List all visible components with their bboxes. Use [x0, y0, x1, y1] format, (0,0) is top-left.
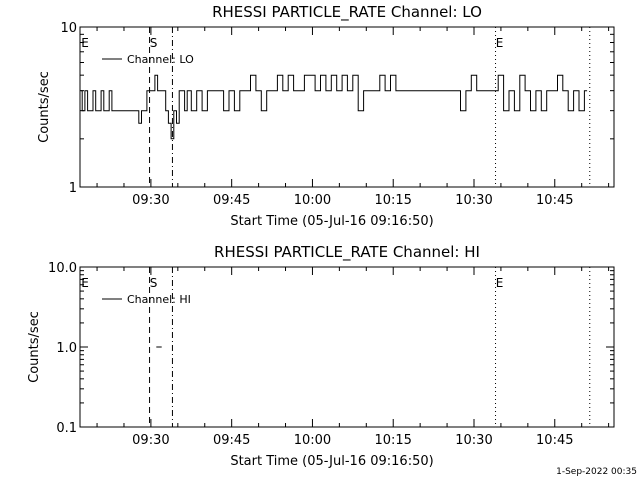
- panel2-y-tick-label: 1.0: [56, 341, 77, 356]
- panel2-y-axis-label: Counts/sec: [27, 311, 42, 383]
- panel2-x-tick-label: 10:00: [294, 433, 331, 448]
- panel2-event-label: S: [150, 276, 158, 290]
- panel1-plot-frame: [79, 26, 615, 188]
- panel1-x-tick-label: 10:00: [294, 193, 331, 208]
- panel2-x-tick-label: 10:30: [455, 433, 492, 448]
- panel1-y-tick-label: 10: [60, 21, 77, 36]
- panel1-legend-label: Channel: LO: [127, 53, 194, 66]
- panel1-x-tick-label: 09:45: [213, 193, 250, 208]
- panel2-event-label: E: [496, 276, 504, 290]
- plot-timestamp: 1-Sep-2022 00:35: [556, 467, 637, 477]
- panel2-event-label: E: [81, 276, 89, 290]
- panel1-x-tick-label: 10:30: [455, 193, 492, 208]
- panel1-x-tick-label: 10:15: [374, 193, 411, 208]
- panel2-legend-label: Channel: HI: [127, 293, 191, 306]
- panel1-x-tick-label: 10:45: [536, 193, 573, 208]
- panel1-x-axis-label: Start Time (05-Jul-16 09:16:50): [230, 214, 433, 229]
- panel2-x-tick-label: 09:45: [213, 433, 250, 448]
- panel1-title: RHESSI PARTICLE_RATE Channel: LO: [212, 3, 482, 22]
- panel1-x-tick-label: 09:30: [132, 193, 169, 208]
- panel2-x-axis-label: Start Time (05-Jul-16 09:16:50): [230, 454, 433, 469]
- panel1-series-line: [80, 74, 588, 140]
- panel1-y-axis-label: Counts/sec: [37, 71, 52, 143]
- panel2-title: RHESSI PARTICLE_RATE Channel: HI: [214, 243, 480, 262]
- panel1-y-tick-label: 1: [69, 181, 77, 196]
- panel1-event-label: S: [150, 36, 158, 50]
- panel2-x-tick-label: 10:45: [536, 433, 573, 448]
- panel2-x-tick-label: 09:30: [132, 433, 169, 448]
- panel2-y-tick-label: 0.1: [56, 421, 77, 436]
- panel1-event-label: E: [81, 36, 89, 50]
- panel1-event-label: E: [496, 36, 504, 50]
- panel2-x-tick-label: 10:15: [374, 433, 411, 448]
- panel2-y-tick-label: 10.0: [48, 261, 77, 276]
